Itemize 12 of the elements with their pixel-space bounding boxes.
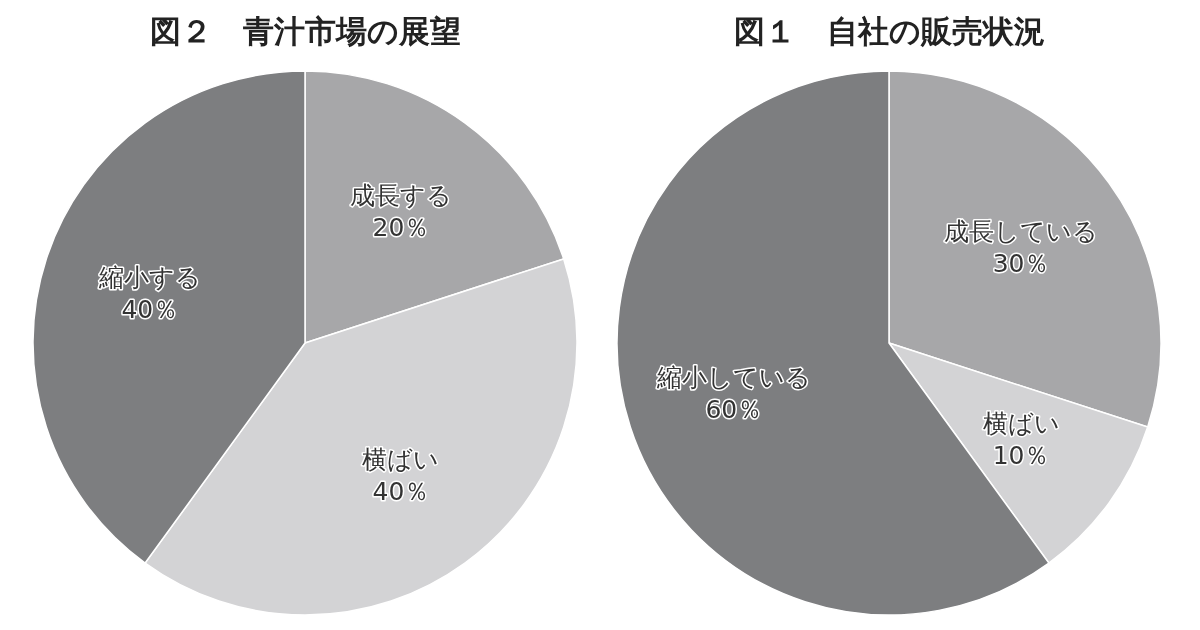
data-label: 30％ — [992, 249, 1050, 279]
slice-label: 成長している — [944, 217, 1099, 247]
chart-title: 図２ 青汁市場の展望 — [149, 13, 461, 49]
slice-label: 横ばい — [362, 445, 440, 475]
slice-label: 横ばい — [982, 408, 1060, 438]
slice-label: 縮小している — [655, 363, 811, 393]
slice-label: 成長する — [349, 180, 452, 210]
data-label: 10％ — [992, 440, 1050, 470]
data-label: 40％ — [372, 477, 430, 507]
data-label: 20％ — [372, 212, 430, 242]
chart-title: 図１ 自社の販売状況 — [733, 13, 1045, 49]
slice-label: 縮小する — [97, 262, 201, 292]
